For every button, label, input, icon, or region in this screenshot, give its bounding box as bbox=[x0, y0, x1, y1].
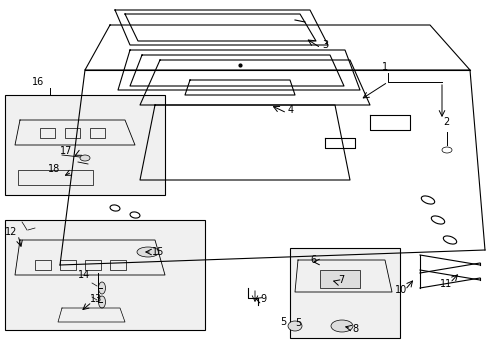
Bar bbox=[289, 248, 399, 338]
Ellipse shape bbox=[98, 282, 105, 294]
Bar bbox=[60, 260, 76, 270]
Text: 18: 18 bbox=[48, 164, 60, 174]
Bar bbox=[110, 260, 126, 270]
Ellipse shape bbox=[287, 321, 302, 331]
Text: 7: 7 bbox=[337, 275, 344, 285]
Text: 12: 12 bbox=[5, 227, 18, 237]
Bar bbox=[5, 220, 204, 330]
Ellipse shape bbox=[98, 296, 105, 308]
Text: 17: 17 bbox=[60, 146, 72, 156]
Text: 11: 11 bbox=[439, 279, 451, 289]
Text: 16: 16 bbox=[32, 77, 44, 87]
Ellipse shape bbox=[137, 247, 159, 257]
Text: 13: 13 bbox=[90, 294, 102, 304]
Bar bbox=[90, 128, 105, 138]
Text: 6: 6 bbox=[309, 255, 315, 265]
Text: 5: 5 bbox=[280, 317, 285, 327]
Text: 10: 10 bbox=[394, 285, 407, 295]
Ellipse shape bbox=[80, 155, 90, 161]
Text: 8: 8 bbox=[351, 324, 357, 334]
Bar bbox=[65, 128, 80, 138]
Ellipse shape bbox=[330, 320, 352, 332]
Bar bbox=[319, 270, 359, 288]
Ellipse shape bbox=[441, 147, 451, 153]
Text: 4: 4 bbox=[287, 105, 293, 115]
Bar bbox=[18, 170, 93, 185]
Text: 5: 5 bbox=[294, 318, 301, 328]
Bar bbox=[5, 95, 164, 195]
Text: 14: 14 bbox=[78, 270, 90, 280]
Text: 3: 3 bbox=[321, 40, 327, 50]
Text: 1: 1 bbox=[381, 62, 387, 72]
Text: 15: 15 bbox=[152, 247, 164, 257]
Bar bbox=[85, 260, 101, 270]
Bar bbox=[35, 260, 51, 270]
Text: 9: 9 bbox=[260, 294, 265, 304]
Bar bbox=[40, 128, 55, 138]
Text: 2: 2 bbox=[442, 117, 448, 127]
